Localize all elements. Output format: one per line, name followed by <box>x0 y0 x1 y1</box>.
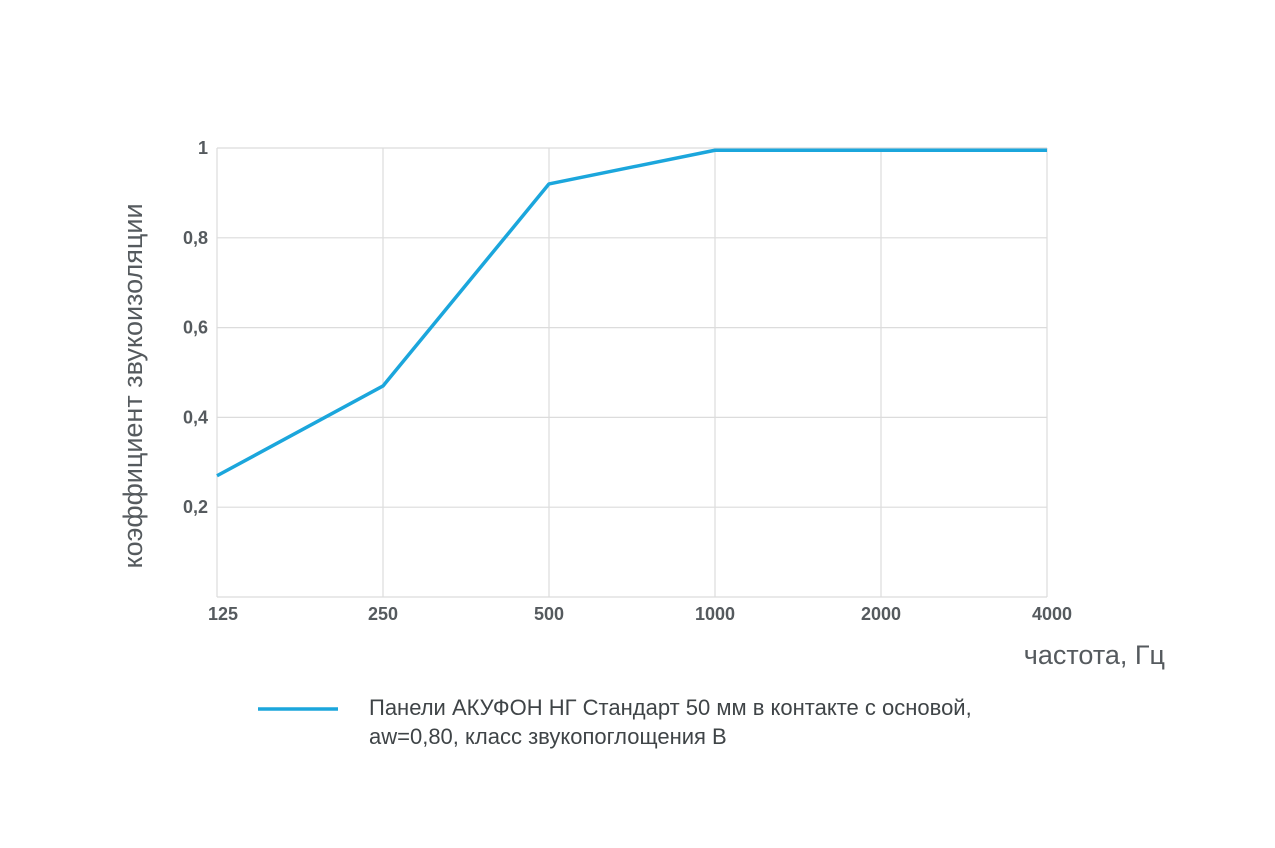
legend: Панели АКУФОН НГ Стандарт 50 мм в контак… <box>258 695 978 749</box>
y-tick-label: 0,2 <box>183 497 208 517</box>
x-tick-label: 2000 <box>861 604 901 624</box>
y-tick-label: 0,6 <box>183 318 208 338</box>
y-axis-title: коэффициент звукоизоляции <box>118 203 148 568</box>
y-tick-label: 0,8 <box>183 228 208 248</box>
series-layer <box>216 148 1047 478</box>
y-axis-ticks: 0,2 0,4 0,6 0,8 1 <box>183 138 208 517</box>
x-tick-label: 250 <box>368 604 398 624</box>
grid <box>216 147 1048 598</box>
x-tick-label: 1000 <box>695 604 735 624</box>
x-tick-label: 4000 <box>1032 604 1072 624</box>
legend-label: Панели АКУФОН НГ Стандарт 50 мм в контак… <box>369 695 978 749</box>
series-line <box>216 148 1047 478</box>
x-tick-label: 125 <box>208 604 238 624</box>
legend-label-line-1: Панели АКУФОН НГ Стандарт 50 мм в контак… <box>369 695 972 720</box>
y-tick-label: 0,4 <box>183 407 208 427</box>
legend-label-line-2: aw=0,80, класс звукопоглощения B <box>369 724 727 749</box>
x-axis-title: частота, Гц <box>1024 640 1165 670</box>
y-tick-label: 1 <box>198 138 208 158</box>
x-tick-label: 500 <box>534 604 564 624</box>
x-axis-ticks: 125 250 500 1000 2000 4000 <box>208 604 1072 624</box>
